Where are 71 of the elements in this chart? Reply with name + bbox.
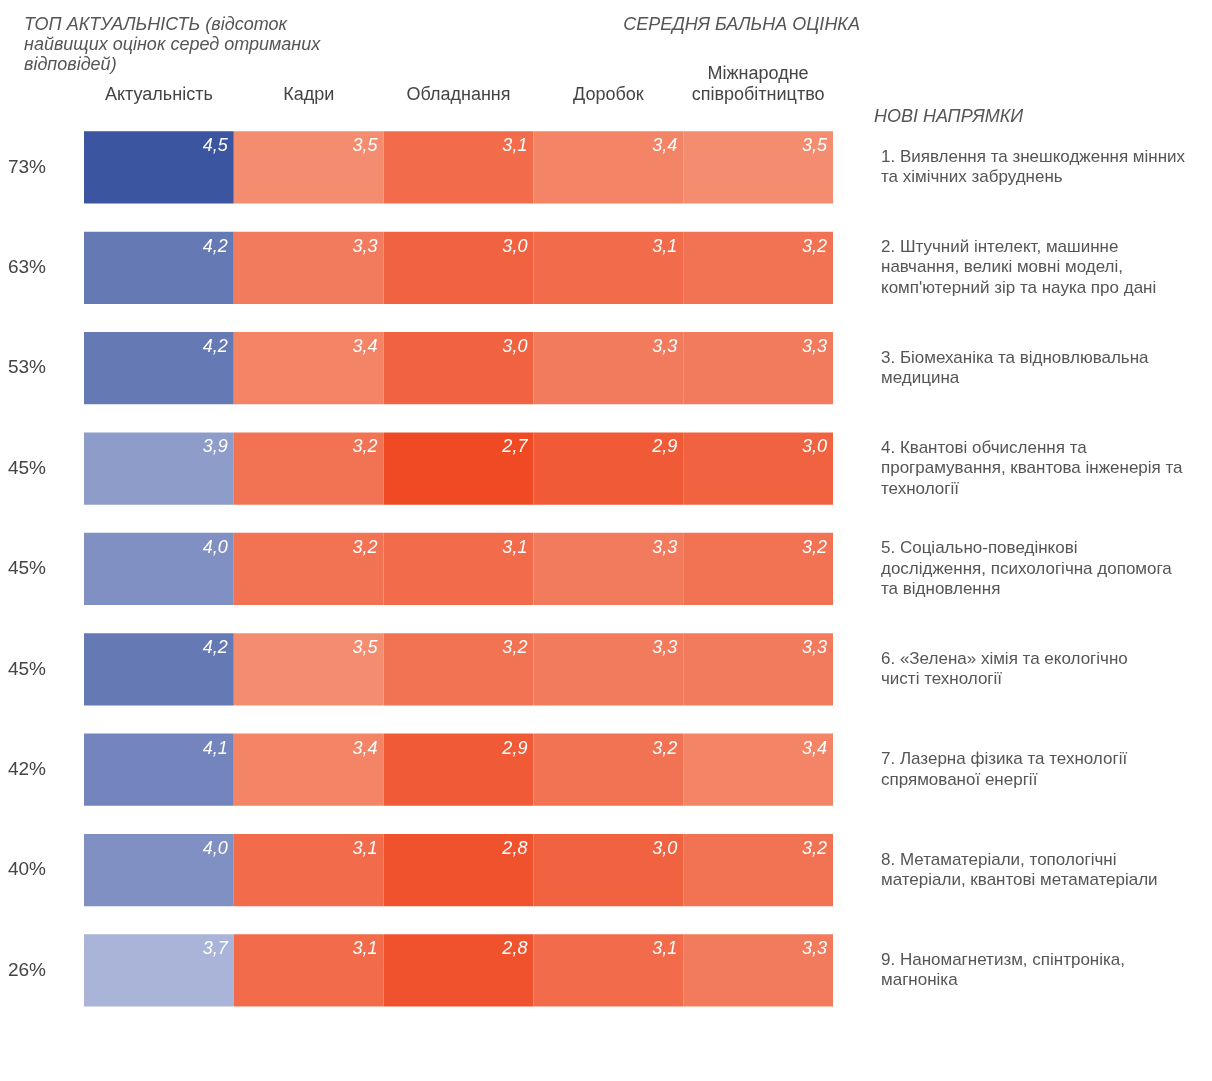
y-tick-label: 63% <box>7 256 47 277</box>
data-label: 3,1 <box>352 938 378 959</box>
data-label: 3,2 <box>352 436 378 457</box>
data-label: 3,3 <box>801 938 827 959</box>
data-label: 3,3 <box>352 235 378 256</box>
data-label: 3,2 <box>652 737 678 758</box>
data-label: 4,0 <box>202 536 228 557</box>
data-label: 3,1 <box>502 135 528 156</box>
data-label: 3,1 <box>352 837 378 858</box>
data-label: 3,1 <box>652 235 678 256</box>
y2-tick-label: 6. «Зелена» хімія та екологічно чисті технології <box>881 648 1128 689</box>
data-label: 2,9 <box>501 737 528 758</box>
data-label: 3,9 <box>202 436 228 457</box>
data-label: 3,4 <box>801 737 827 758</box>
data-label: 4,1 <box>202 737 228 758</box>
data-label: 3,5 <box>801 135 828 156</box>
y-tick-label: 45% <box>7 657 47 679</box>
y2-tick-label: 3. Біомеханіка та відновлювальна медицина <box>881 347 1150 388</box>
data-label: 3,3 <box>801 637 827 658</box>
x-tick-label: Міжнародне співробітництво <box>691 62 825 105</box>
data-label: 3,1 <box>502 536 528 557</box>
y-tick-label: 26% <box>7 958 47 980</box>
data-label: 3,2 <box>801 536 827 557</box>
data-label: 3,4 <box>352 336 378 357</box>
data-label: 3,4 <box>652 135 678 156</box>
y2-axis-title: НОВІ НАПРЯМКИ <box>874 106 1025 126</box>
data-label: 3,0 <box>502 235 528 256</box>
data-label: 2,8 <box>501 938 528 959</box>
data-label: 2,9 <box>651 436 678 457</box>
data-label: 3,5 <box>352 637 379 658</box>
y2-tick-label: 9. Наномагнетизм, спінтроніка, магноніка <box>881 949 1126 990</box>
data-label: 3,0 <box>502 336 528 357</box>
x-tick-label: Кадри <box>283 84 335 105</box>
data-label: 3,2 <box>502 637 528 658</box>
y-tick-label: 45% <box>7 557 47 579</box>
y-tick-label: 45% <box>7 456 47 478</box>
data-label: 3,7 <box>202 938 229 959</box>
data-label: 3,2 <box>352 536 378 557</box>
chart-title: СЕРЕДНЯ БАЛЬНА ОЦІНКА <box>622 14 860 34</box>
data-label: 3,5 <box>352 135 379 156</box>
data-label: 3,2 <box>801 837 827 858</box>
data-label: 3,4 <box>352 737 378 758</box>
y-tick-label: 42% <box>7 757 47 779</box>
y2-tick-label: 7. Лазерна фізика та технології спрямованої енергії <box>881 749 1128 789</box>
data-label: 3,3 <box>652 336 678 357</box>
x-tick-label: Доробок <box>572 84 644 105</box>
data-label: 2,7 <box>501 436 529 457</box>
y-tick-label: 40% <box>7 858 47 880</box>
data-label: 2,8 <box>501 837 528 858</box>
data-label: 3,1 <box>652 938 678 959</box>
x-tick-label: Актуальність <box>105 84 213 105</box>
data-label: 3,2 <box>801 235 827 256</box>
y2-tick-label: 8. Метаматеріали, топологічні матеріали, квантові метаматеріали <box>881 849 1158 889</box>
data-label: 4,5 <box>202 135 229 156</box>
data-label: 3,3 <box>652 637 678 658</box>
data-label: 3,0 <box>652 837 678 858</box>
y-tick-label: 53% <box>7 356 47 378</box>
y2-tick-label: 4. Квантові обчислення та програмування, квантова інженерія та технології <box>881 437 1184 498</box>
y2-tick-label: 5. Соціально-поведінкові дослідження, психологічна допомога та відновлення <box>881 538 1173 598</box>
data-label: 4,2 <box>202 637 228 658</box>
data-label: 3,3 <box>801 336 827 357</box>
data-label: 3,0 <box>801 436 827 457</box>
data-label: 4,0 <box>202 837 228 858</box>
y-tick-label: 73% <box>7 155 47 177</box>
data-label: 3,3 <box>652 536 678 557</box>
y2-tick-label: 2. Штучний інтелект, машинне навчання, великі мовні моделі, комп'ютерний зір та наука про дані <box>881 237 1157 297</box>
data-label: 4,2 <box>202 235 228 256</box>
y-axis-title: ТОП АКТУАЛЬНІСТЬ (відсоток найвищих оцінок серед отриманих відповідей) <box>24 14 322 74</box>
y2-tick-label: 1. Виявлення та знешкодження мінних та хімічних забруднень <box>881 146 1186 187</box>
x-tick-label: Обладнання <box>406 84 511 105</box>
data-label: 4,2 <box>202 336 228 357</box>
